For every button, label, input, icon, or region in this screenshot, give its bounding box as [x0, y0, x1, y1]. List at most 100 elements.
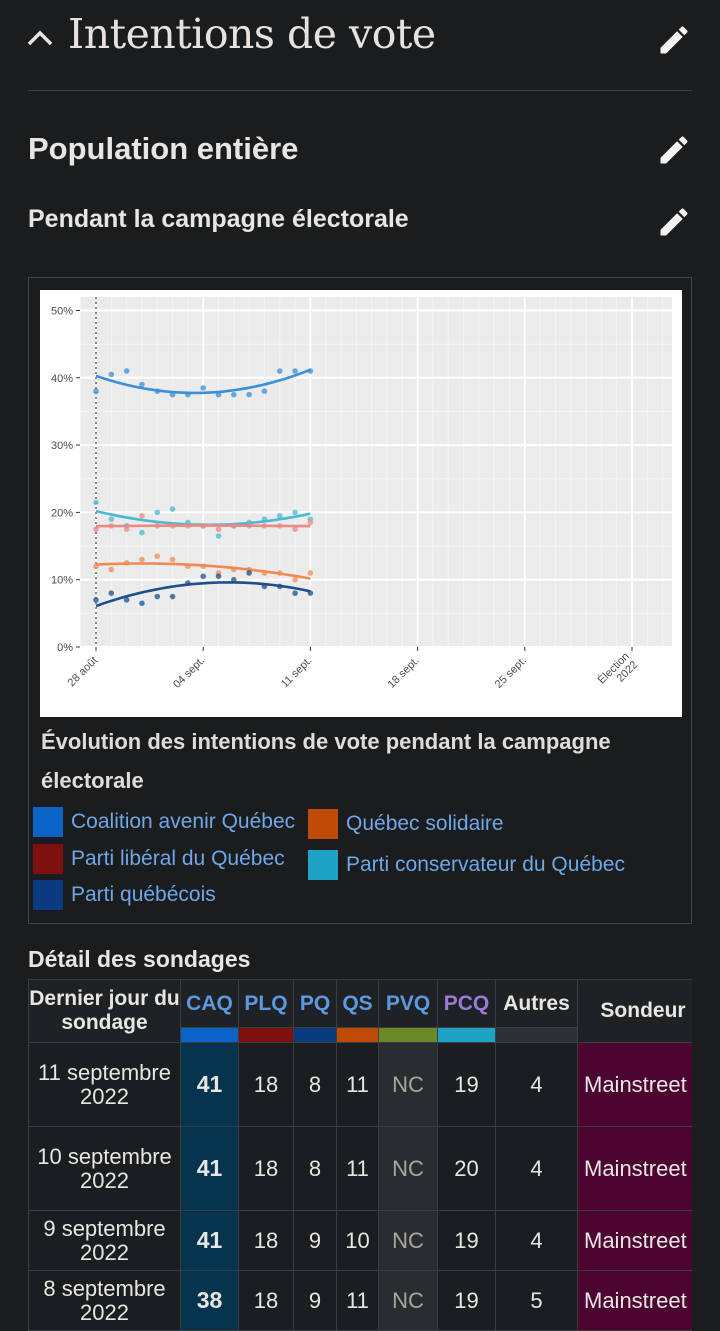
poll-date: 9 septembre 2022 [28, 1210, 181, 1271]
poll-date: 8 septembre 2022 [28, 1270, 181, 1331]
chart-svg: 0% 10% 20% 30% 40% 50% 28 août 04 sept. 11 sept.… [51, 297, 672, 695]
data-point [139, 381, 145, 388]
value-caq: 41 [180, 1210, 239, 1271]
chart-image: 0% 10% 20% 30% 40% 50% 28 août 04 sept. 11 sept.… [40, 290, 682, 717]
value-caq: 38 [180, 1270, 239, 1331]
legend-label[interactable]: Parti conservateur du Québec [346, 853, 625, 876]
col-header-pcq: PCQ [437, 979, 496, 1028]
data-point [169, 556, 176, 563]
legend-label[interactable]: Québec solidaire [346, 812, 504, 835]
value-pvq: NC [378, 1126, 438, 1211]
value-pcq: 19 [437, 1210, 496, 1271]
y-tick-label: 30% [51, 440, 73, 452]
polls-table: Dernier jour du sondage CAQ PLQ PQ QS PV… [28, 979, 709, 1331]
value-autres: 4 [495, 1042, 578, 1127]
party-color-bar [238, 1027, 294, 1043]
y-tick-label: 20% [51, 507, 73, 519]
legend-item: Coalition avenir Québec [33, 807, 295, 837]
data-point [215, 573, 222, 580]
legend-swatch [33, 844, 63, 874]
value-pvq: NC [378, 1042, 438, 1127]
data-point [154, 593, 161, 600]
value-plq: 18 [238, 1042, 294, 1127]
data-point [292, 368, 298, 374]
data-point [108, 566, 115, 573]
data-point [231, 576, 237, 583]
edit-pencil-icon[interactable] [656, 132, 692, 168]
value-pq: 8 [293, 1042, 337, 1127]
table-row: 11 septembre 2022 41 18 8 11 NC 19 4 Mai… [28, 1042, 709, 1127]
col-header-plq: PLQ [238, 979, 294, 1028]
legend-item: Québec solidaire [308, 809, 504, 839]
legend-swatch [33, 880, 63, 910]
chart-caption: Évolution des intentions de vote pendant… [41, 729, 611, 793]
x-tick-label: Élection2022 [595, 650, 640, 695]
data-point [292, 590, 298, 596]
chart-figure: 0% 10% 20% 30% 40% 50% 28 août 04 sept. 11 sept.… [28, 277, 692, 924]
legend-swatch [308, 850, 338, 880]
x-tick-label: 11 sept. [279, 655, 315, 691]
pollster[interactable]: Mainstreet [577, 1042, 709, 1127]
value-caq: 41 [180, 1126, 239, 1211]
value-qs: 11 [336, 1270, 379, 1331]
data-point [169, 506, 176, 512]
value-pvq: NC [378, 1210, 438, 1271]
pollster[interactable]: Mainstreet [577, 1126, 709, 1211]
data-point [246, 391, 252, 398]
party-color-bar [437, 1027, 496, 1043]
edit-pencil-icon[interactable] [656, 22, 692, 58]
data-point [93, 597, 99, 603]
party-color-bar [293, 1027, 337, 1043]
legend-label[interactable]: Parti québécois [71, 883, 216, 906]
data-point [93, 499, 99, 506]
trend-line [95, 562, 311, 580]
x-tick-label: 28 août [66, 655, 100, 689]
edit-pencil-icon[interactable] [656, 204, 692, 240]
plot-panel [80, 297, 672, 647]
legend-item: Parti conservateur du Québec [308, 850, 625, 880]
trend-line [95, 581, 311, 608]
data-point [200, 385, 206, 391]
data-point [215, 526, 222, 533]
col-header-sondeur: Sondeur [577, 979, 709, 1043]
party-color-bar [378, 1027, 438, 1043]
section-header[interactable]: Intentions de vote [0, 0, 720, 90]
y-tick-label: 10% [51, 575, 73, 587]
data-point [200, 573, 206, 580]
chevron-up-icon[interactable] [26, 28, 54, 48]
table-row: 9 septembre 2022 41 18 9 10 NC 19 4 Main… [28, 1210, 709, 1271]
value-pcq: 19 [437, 1270, 496, 1331]
data-point [123, 368, 130, 374]
data-point [108, 371, 115, 378]
legend-label[interactable]: Coalition avenir Québec [71, 810, 296, 833]
legend-label[interactable]: Parti libéral du Québec [71, 847, 285, 870]
data-point [261, 388, 268, 395]
value-qs: 10 [336, 1210, 379, 1271]
data-point [292, 526, 298, 533]
data-point [93, 526, 99, 533]
pollster[interactable]: Mainstreet [577, 1210, 709, 1271]
data-point [154, 553, 161, 559]
data-point [139, 529, 145, 536]
data-point [246, 570, 252, 576]
value-pcq: 19 [437, 1042, 496, 1127]
col-header-caq: CAQ [180, 979, 239, 1028]
pollster[interactable]: Mainstreet [577, 1270, 709, 1331]
table-row: 10 septembre 2022 41 18 8 11 NC 20 4 Mai… [28, 1126, 709, 1211]
trend-line [95, 524, 311, 528]
value-pq: 9 [293, 1270, 337, 1331]
data-point [93, 388, 99, 395]
poll-date: 10 septembre 2022 [28, 1126, 181, 1211]
value-plq: 18 [238, 1126, 294, 1211]
value-qs: 11 [336, 1042, 379, 1127]
x-tick-label: 18 sept. [386, 655, 422, 691]
value-qs: 11 [336, 1126, 379, 1211]
legend-swatch [308, 809, 338, 839]
data-point [215, 533, 222, 539]
table-row: 8 septembre 2022 38 18 9 11 NC 19 5 Main… [28, 1270, 709, 1331]
party-color-bar [336, 1027, 379, 1043]
data-point [123, 526, 130, 533]
value-pvq: NC [378, 1270, 438, 1331]
col-header-autres: Autres [495, 979, 578, 1028]
data-point [231, 391, 237, 398]
